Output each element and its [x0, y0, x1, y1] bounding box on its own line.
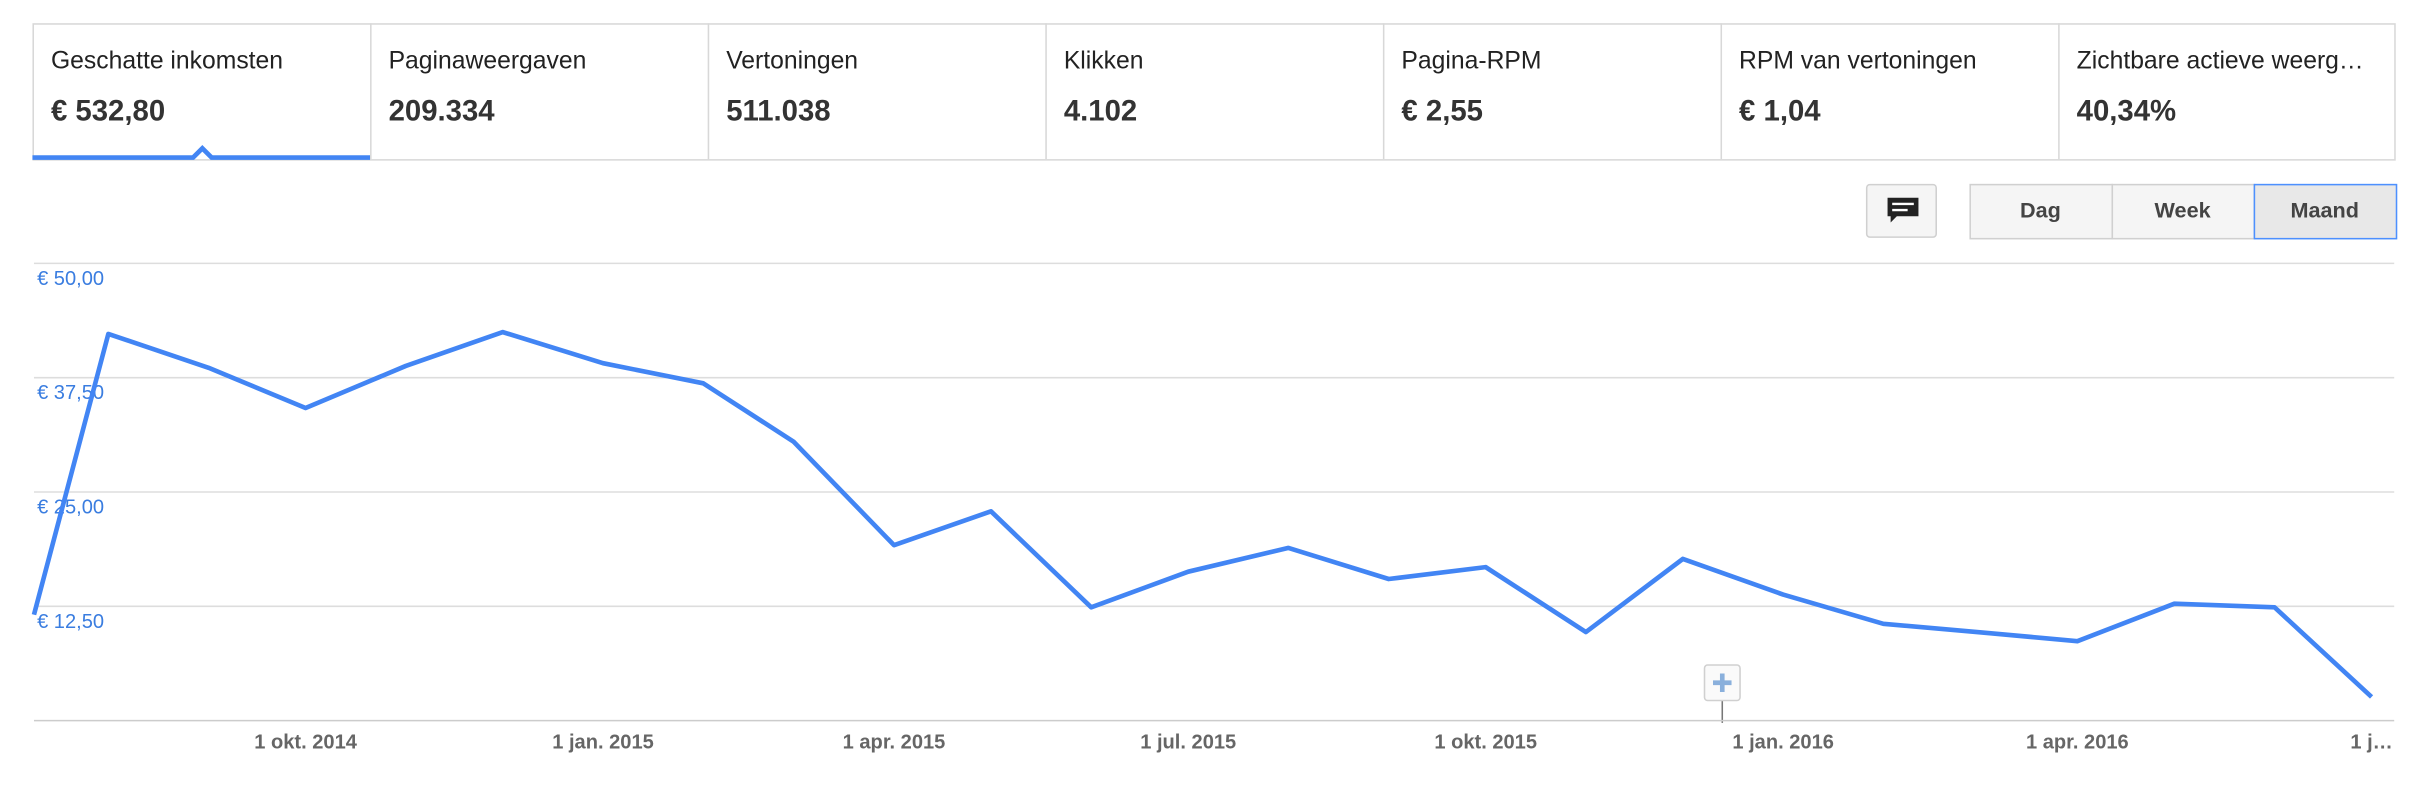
- tab-label: Zichtbare actieve weerg…: [2077, 47, 2364, 74]
- period-button[interactable]: Week: [2111, 183, 2256, 240]
- x-tick-label: 1 jan. 2016: [1732, 731, 1834, 753]
- tab-label: RPM van vertoningen: [1739, 47, 1977, 74]
- y-tick-label: € 50,00: [37, 268, 104, 290]
- button-bg: [2253, 183, 2398, 240]
- tab-bar: [32, 23, 2396, 161]
- tab-label: Geschatte inkomsten: [51, 47, 283, 74]
- y-tick-label: € 37,50: [37, 382, 104, 404]
- line-series: [31, 329, 2374, 699]
- button-bg: [1969, 183, 2114, 240]
- metric-tab[interactable]: Vertoningen 511.038: [707, 23, 858, 160]
- metric-tab[interactable]: Klikken 4.102: [1045, 23, 1144, 160]
- selected-indicator: [32, 145, 371, 160]
- button-label: Maand: [2290, 197, 2358, 222]
- tab-value: 511.038: [726, 95, 830, 128]
- metric-tab[interactable]: RPM van vertoningen € 1,04: [1720, 23, 1977, 160]
- x-tick-label: 1 apr. 2015: [843, 731, 946, 753]
- button-label: Week: [2155, 197, 2212, 222]
- tab-value: € 2,55: [1401, 95, 1483, 128]
- y-tick-label: € 12,50: [37, 611, 104, 633]
- metric-tab[interactable]: Geschatte inkomsten € 532,80: [32, 47, 371, 160]
- tab-label: Paginaweergaven: [389, 47, 587, 74]
- metric-tab[interactable]: Paginaweergaven 209.334: [370, 23, 587, 160]
- x-tick-label: 1 j…: [2350, 731, 2392, 753]
- x-tick-label: 1 jul. 2015: [1140, 731, 1236, 753]
- metric-tab[interactable]: Pagina-RPM € 2,55: [1382, 23, 1542, 160]
- button-bg: [2111, 183, 2256, 240]
- metric-tab[interactable]: Zichtbare actieve weerg… 40,34%: [2058, 23, 2364, 160]
- button-label: Dag: [2020, 197, 2061, 222]
- period-button[interactable]: Maand: [2253, 183, 2398, 240]
- period-button[interactable]: Dag: [1969, 183, 2114, 240]
- tab-label: Pagina-RPM: [1401, 47, 1541, 74]
- tab-value: € 1,04: [1739, 95, 1821, 128]
- tab-value: € 532,80: [51, 95, 165, 128]
- tab-value: 4.102: [1064, 95, 1137, 128]
- tab-label: Vertoningen: [726, 47, 858, 74]
- x-tick-label: 1 okt. 2014: [254, 731, 358, 753]
- tab-value: 209.334: [389, 95, 496, 128]
- tab-value: 40,34%: [2077, 95, 2176, 128]
- tab-label: Klikken: [1064, 47, 1144, 74]
- x-tick-label: 1 okt. 2015: [1434, 731, 1537, 753]
- y-tick-label: € 25,00: [37, 497, 104, 519]
- comment-button[interactable]: [1865, 183, 1937, 238]
- add-annotation[interactable]: [1703, 664, 1741, 723]
- x-tick-label: 1 apr. 2016: [2026, 731, 2129, 753]
- x-tick-label: 1 jan. 2015: [552, 731, 654, 753]
